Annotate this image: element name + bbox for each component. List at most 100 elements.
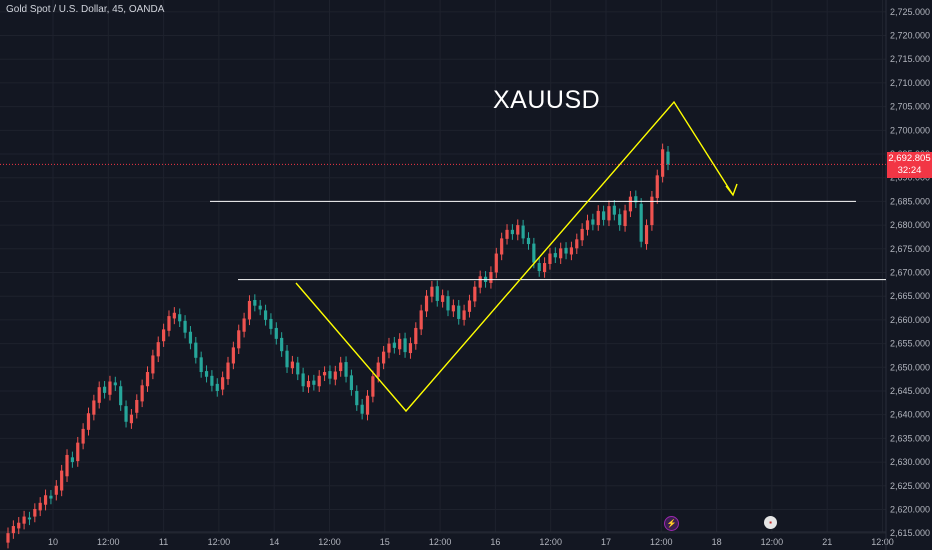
candle-body — [398, 338, 402, 350]
candle-body — [542, 263, 547, 273]
x-tick-label: 11 — [159, 537, 168, 547]
y-tick-label: 2,685.000 — [890, 196, 930, 206]
candle-body — [167, 316, 171, 331]
candle-body — [500, 238, 504, 255]
candle-body — [328, 371, 332, 379]
candle-body — [628, 196, 633, 212]
y-tick-label: 2,615.000 — [890, 528, 930, 538]
y-tick-label: 2,645.000 — [890, 386, 930, 396]
candle-body — [263, 310, 268, 320]
candle-body — [403, 338, 407, 353]
lightning-icon[interactable]: ⚡ — [664, 516, 679, 531]
candle-body — [43, 495, 48, 505]
candle-body — [296, 362, 300, 375]
candle-body — [194, 342, 198, 358]
candle-body — [618, 214, 622, 226]
candle-body — [172, 312, 176, 319]
x-tick-label: 12:00 — [208, 537, 231, 547]
candle-body — [441, 295, 445, 302]
candle-body — [108, 381, 112, 395]
chart-annotation-label: XAUUSD — [493, 86, 601, 114]
y-tick-label: 2,720.000 — [890, 31, 930, 41]
candle-body — [97, 387, 101, 403]
candle-body — [60, 470, 64, 491]
candle-body — [183, 320, 187, 333]
candle-body — [178, 314, 182, 322]
x-tick-label: 12:00 — [539, 537, 562, 547]
x-tick-label: 15 — [380, 537, 390, 547]
candle-body — [11, 526, 15, 534]
candle-body — [86, 413, 91, 430]
candle-body — [199, 357, 203, 373]
candle-body — [510, 229, 514, 235]
y-tick-label: 2,675.000 — [890, 244, 930, 254]
candle-body — [521, 225, 525, 239]
candle-body — [49, 495, 53, 499]
candle-body — [92, 400, 96, 415]
candle-body — [414, 327, 418, 345]
candle-body — [446, 296, 450, 311]
candle-body — [634, 196, 638, 203]
us-flag-icon[interactable]: ▪ — [764, 516, 777, 529]
y-tick-label: 2,640.000 — [890, 410, 930, 420]
y-tick-label: 2,710.000 — [890, 78, 930, 88]
candle-body — [221, 377, 225, 390]
zigzag-projection-drawing — [295, 100, 734, 413]
candle-body — [27, 517, 32, 520]
candle-body — [38, 502, 42, 511]
candle-body — [537, 263, 541, 272]
candle-body — [156, 342, 160, 357]
candle-body — [312, 380, 316, 385]
candle-body — [344, 362, 348, 377]
candle-body — [548, 253, 552, 264]
candle-body — [661, 149, 665, 177]
y-tick-label: 2,635.000 — [890, 433, 930, 443]
candle-body — [371, 376, 375, 397]
y-tick-label: 2,655.000 — [890, 339, 930, 349]
candle-body — [301, 373, 305, 387]
candle-body — [33, 508, 37, 517]
y-tick-label: 2,705.000 — [890, 102, 930, 112]
y-tick-label: 2,670.000 — [890, 268, 930, 278]
candle-body — [269, 318, 273, 329]
candle-body — [76, 442, 80, 462]
x-tick-label: 12:00 — [97, 537, 120, 547]
candle-body — [162, 329, 166, 342]
projection-arrowhead — [725, 183, 738, 197]
candle-body — [591, 219, 595, 225]
x-tick-label: 18 — [712, 537, 722, 547]
candle-body — [145, 372, 150, 387]
candle-body — [596, 210, 600, 226]
x-tick-label: 10 — [48, 537, 58, 547]
candle-body — [333, 371, 337, 380]
candle-body — [575, 239, 579, 249]
candle-body — [419, 310, 423, 330]
candle-body — [339, 362, 343, 372]
candle-body — [124, 406, 128, 422]
candle-body — [6, 533, 10, 543]
last-price-value: 2,692.805 — [888, 153, 931, 164]
candle-body — [210, 375, 214, 386]
candle-body — [494, 253, 498, 273]
candle-body — [102, 386, 107, 393]
candle-body — [382, 351, 386, 364]
y-tick-label: 2,680.000 — [890, 220, 930, 230]
candle-body — [451, 305, 455, 312]
candle-body — [462, 310, 466, 320]
candle-body — [457, 305, 461, 319]
candle-body — [140, 385, 144, 402]
candle-body — [607, 206, 611, 221]
y-tick-label: 2,715.000 — [890, 54, 930, 64]
candle-body — [70, 457, 74, 463]
candle-body — [247, 300, 252, 320]
candle-body — [215, 383, 219, 391]
candle-body — [392, 342, 396, 348]
candle-body — [408, 343, 413, 354]
candle-body — [54, 485, 58, 495]
candle-body — [365, 395, 370, 415]
x-tick-label: 14 — [269, 537, 279, 547]
candle-body — [280, 337, 284, 352]
candle-body — [526, 237, 531, 245]
y-tick-label: 2,665.000 — [890, 291, 930, 301]
